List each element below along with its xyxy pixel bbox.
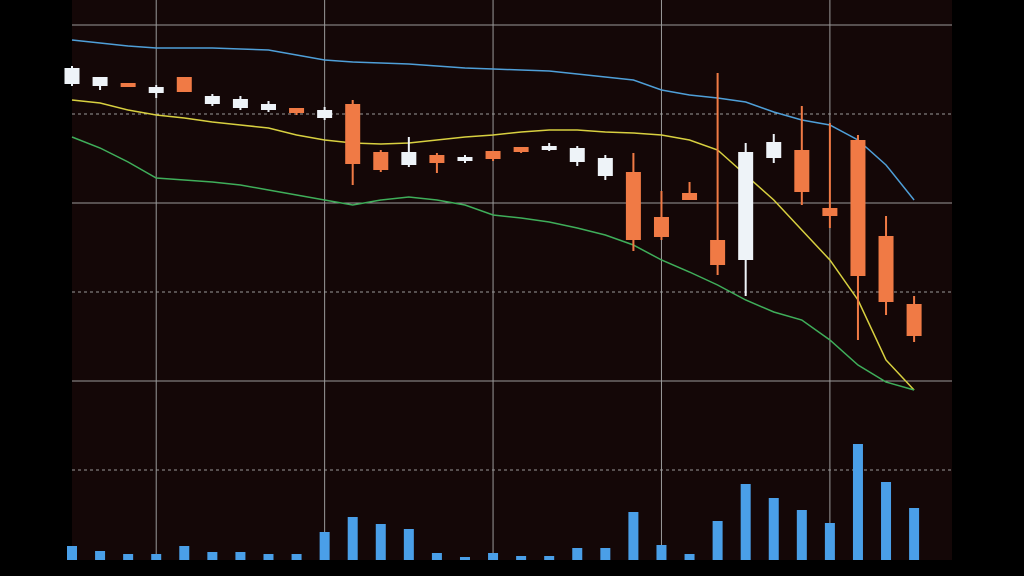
volume-bar (488, 553, 499, 560)
volume-bar (600, 548, 611, 560)
volume-bar (207, 552, 218, 560)
candle-body (822, 208, 838, 216)
candle-body (64, 68, 80, 84)
volume-bar (712, 521, 723, 560)
volume-bar (572, 548, 583, 560)
volume-bar (151, 554, 162, 560)
candle-body (204, 96, 220, 104)
volume-bar (628, 512, 639, 560)
candle-body (429, 155, 445, 163)
candle-body (850, 140, 866, 276)
candle-body (401, 152, 417, 165)
volume-bar (95, 551, 106, 560)
candle-body (541, 146, 557, 150)
volume-bar (319, 532, 330, 560)
volume-bar (881, 482, 892, 560)
ma-line (71, 39, 915, 201)
candle-body (485, 151, 501, 159)
candle-body (260, 104, 276, 110)
volume-bar (909, 508, 920, 560)
candle-body (148, 87, 164, 93)
candle-body (345, 104, 361, 164)
volume-bar (656, 545, 667, 560)
volume-bar (179, 546, 190, 560)
candle-body (682, 193, 698, 200)
candle-body (457, 157, 473, 161)
volume-bar (796, 510, 807, 560)
candle-body (906, 304, 922, 336)
volume-bar (263, 554, 274, 560)
volume-bar (824, 523, 835, 560)
candle-body (794, 150, 810, 192)
volume-bar (235, 552, 246, 560)
volume-bar (347, 517, 358, 560)
volume-bar (403, 529, 414, 560)
volume-bar (123, 554, 134, 560)
candle-body (232, 99, 248, 108)
volume-bar (684, 554, 695, 560)
candle-body (878, 236, 894, 302)
candle-body (710, 240, 726, 265)
candle-body (317, 110, 333, 118)
volume-bar (291, 554, 302, 560)
candle-body (289, 108, 305, 113)
candle-body (653, 217, 669, 237)
candle-body (373, 152, 389, 170)
candle-body (120, 83, 136, 87)
candle-body (513, 147, 529, 152)
candle-body (569, 148, 585, 162)
volume-bar (67, 546, 77, 560)
candle-body (625, 172, 641, 240)
volume-bar (852, 444, 863, 560)
candle-body (92, 77, 108, 86)
plot-area (72, 0, 952, 560)
candle-body (766, 142, 782, 158)
volume-bar (516, 556, 527, 560)
candle-body (176, 77, 192, 92)
volume-bar (544, 556, 555, 560)
candle-body (738, 152, 754, 260)
volume-bar (431, 553, 442, 560)
volume-bar (740, 484, 751, 560)
candle-body (597, 158, 613, 176)
ma-line (71, 136, 915, 391)
volume-bar (375, 524, 386, 560)
volume-bar (459, 557, 470, 560)
ma-line (71, 99, 915, 391)
volume-bar (768, 498, 779, 560)
